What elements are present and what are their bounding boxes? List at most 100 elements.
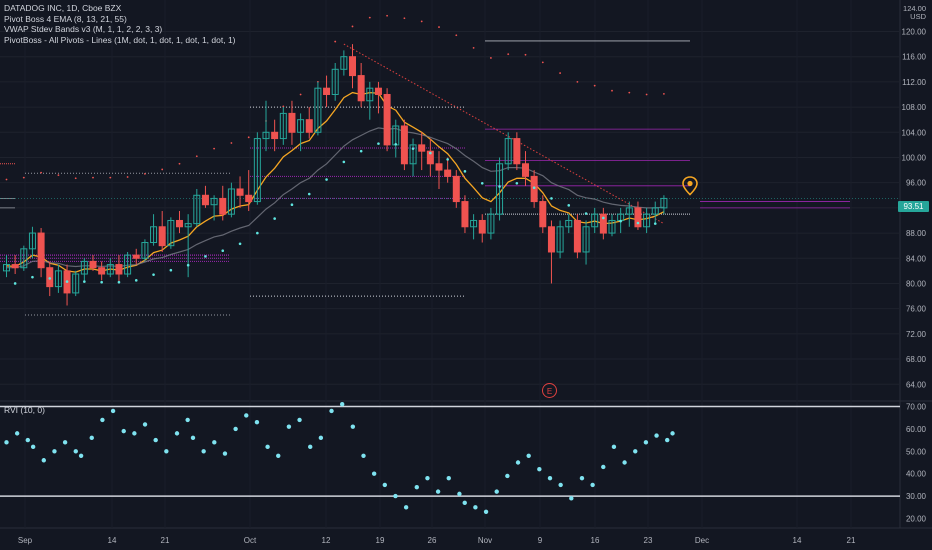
candle-up bbox=[297, 119, 305, 133]
rvi-dot bbox=[100, 417, 105, 423]
rvi-dot bbox=[164, 449, 169, 454]
time-tick-label: 26 bbox=[428, 536, 437, 545]
candle-down bbox=[522, 163, 529, 177]
candle-down bbox=[418, 144, 426, 152]
vwap-dot bbox=[13, 282, 17, 285]
candle-up bbox=[3, 264, 10, 272]
time-tick-label: Nov bbox=[478, 536, 492, 545]
candle-down bbox=[374, 87, 382, 95]
vwap-upper-band-dot bbox=[507, 53, 510, 56]
chart-legend: DATADOG INC, 1D, Cboe BZX Pivot Boss 4 E… bbox=[4, 3, 236, 45]
vwap-dot bbox=[48, 277, 52, 280]
vwap-upper-band-dot bbox=[178, 162, 181, 165]
rvi-dot bbox=[558, 482, 563, 488]
legend-ema[interactable]: Pivot Boss 4 EMA (8, 13, 21, 55) bbox=[4, 13, 127, 24]
rvi-dot bbox=[515, 460, 521, 465]
vwap-dot bbox=[394, 142, 398, 146]
candle-up bbox=[470, 219, 478, 228]
candle-up bbox=[314, 87, 322, 133]
vwap-upper-band-dot bbox=[628, 91, 631, 94]
time-axis: Sep 14 21 Oct 12 19 26 Nov 9 16 23 Dec 14 21 bbox=[18, 536, 856, 545]
vwap-upper-band-dot bbox=[144, 172, 146, 175]
candle-down bbox=[349, 56, 356, 77]
vwap-upper-band-dot bbox=[22, 176, 25, 179]
price-tick-label: 80.00 bbox=[906, 279, 927, 288]
vwap-dot bbox=[446, 158, 449, 161]
candle-up bbox=[106, 264, 114, 275]
symbol-title[interactable]: DATADOG INC, 1D, Cboe BZX bbox=[4, 3, 122, 13]
candle-down bbox=[573, 219, 581, 253]
rvi-dot bbox=[73, 449, 78, 454]
vwap-dot bbox=[636, 221, 640, 225]
rvi-dot bbox=[425, 475, 430, 481]
candle-up bbox=[279, 112, 287, 140]
time-tick-label: 21 bbox=[161, 536, 170, 545]
rvi-dot bbox=[78, 453, 84, 458]
rvi-dot bbox=[30, 444, 36, 450]
vwap-upper-band-dot bbox=[109, 176, 112, 179]
vwap-upper-band-dot bbox=[57, 174, 60, 177]
vwap-upper-band-dot bbox=[403, 17, 406, 20]
rvi-dot bbox=[110, 408, 116, 414]
rvi-dot bbox=[403, 505, 409, 510]
vwap-dot bbox=[152, 273, 155, 276]
candle-down bbox=[176, 219, 183, 228]
alert-pin-icon[interactable] bbox=[681, 176, 699, 196]
vwap-upper-band-dot bbox=[541, 61, 544, 64]
rvi-dot bbox=[52, 449, 57, 454]
rvi-axis: 20.00 30.00 40.00 50.00 60.00 70.00 bbox=[906, 402, 927, 523]
rvi-dot bbox=[89, 435, 94, 441]
vwap-dot bbox=[238, 242, 242, 246]
time-tick-label: 14 bbox=[108, 536, 117, 545]
candle-down bbox=[158, 226, 166, 247]
price-tick-label: 64.00 bbox=[906, 380, 927, 389]
price-tick-label: 96.00 bbox=[906, 179, 927, 188]
vwap-dot bbox=[567, 204, 571, 207]
rvi-pane bbox=[0, 402, 900, 514]
rvi-dot bbox=[505, 473, 510, 479]
rvi-dot bbox=[329, 408, 334, 414]
candle-up bbox=[72, 273, 80, 294]
rvi-dot bbox=[222, 451, 228, 456]
candle-up bbox=[625, 207, 633, 215]
vwap-upper-band-dot bbox=[663, 92, 665, 95]
vwap-dot bbox=[100, 280, 103, 284]
candle-up bbox=[141, 242, 149, 259]
vwap-dot bbox=[480, 182, 484, 185]
time-tick-label: Dec bbox=[695, 536, 709, 545]
rvi-dot bbox=[393, 493, 398, 499]
currency-code: USD bbox=[910, 12, 926, 21]
rvi-dot bbox=[414, 484, 419, 490]
candle-down bbox=[201, 194, 209, 206]
vwap-dot bbox=[429, 151, 432, 155]
vwap-upper-band-dot bbox=[334, 40, 337, 43]
legend-pivots[interactable]: PivotBoss - All Pivots - Lines (1M, dot,… bbox=[4, 34, 236, 45]
vwap-dot bbox=[359, 149, 363, 153]
time-tick-label: 12 bbox=[322, 536, 331, 545]
rvi-dot bbox=[286, 424, 292, 429]
candle-down bbox=[452, 175, 460, 203]
candle-down bbox=[89, 260, 97, 269]
rvi-tick-label: 60.00 bbox=[906, 425, 927, 434]
candle-up bbox=[124, 254, 132, 275]
candle-down bbox=[11, 264, 19, 269]
candle-down bbox=[115, 264, 123, 275]
vwap-dots bbox=[13, 142, 657, 285]
vwap-dot bbox=[377, 142, 380, 145]
vwap-upper-band-dot bbox=[40, 171, 42, 174]
earnings-icon[interactable]: E bbox=[542, 383, 557, 398]
candle-up bbox=[591, 213, 599, 228]
candle-down bbox=[400, 125, 408, 165]
legend-vwap[interactable]: VWAP Stdev Bands v3 (M, 1, 1, 2, 2, 3, 3… bbox=[4, 24, 163, 34]
candle-up bbox=[651, 207, 659, 215]
rvi-dot bbox=[212, 440, 217, 445]
candle-up bbox=[28, 232, 36, 250]
candle-down bbox=[547, 226, 555, 253]
candle-down bbox=[444, 169, 452, 177]
rvi-tick-label: 70.00 bbox=[906, 402, 927, 411]
rvi-dot bbox=[62, 440, 68, 445]
candle-down bbox=[599, 213, 607, 234]
rvi-dot bbox=[633, 449, 638, 454]
